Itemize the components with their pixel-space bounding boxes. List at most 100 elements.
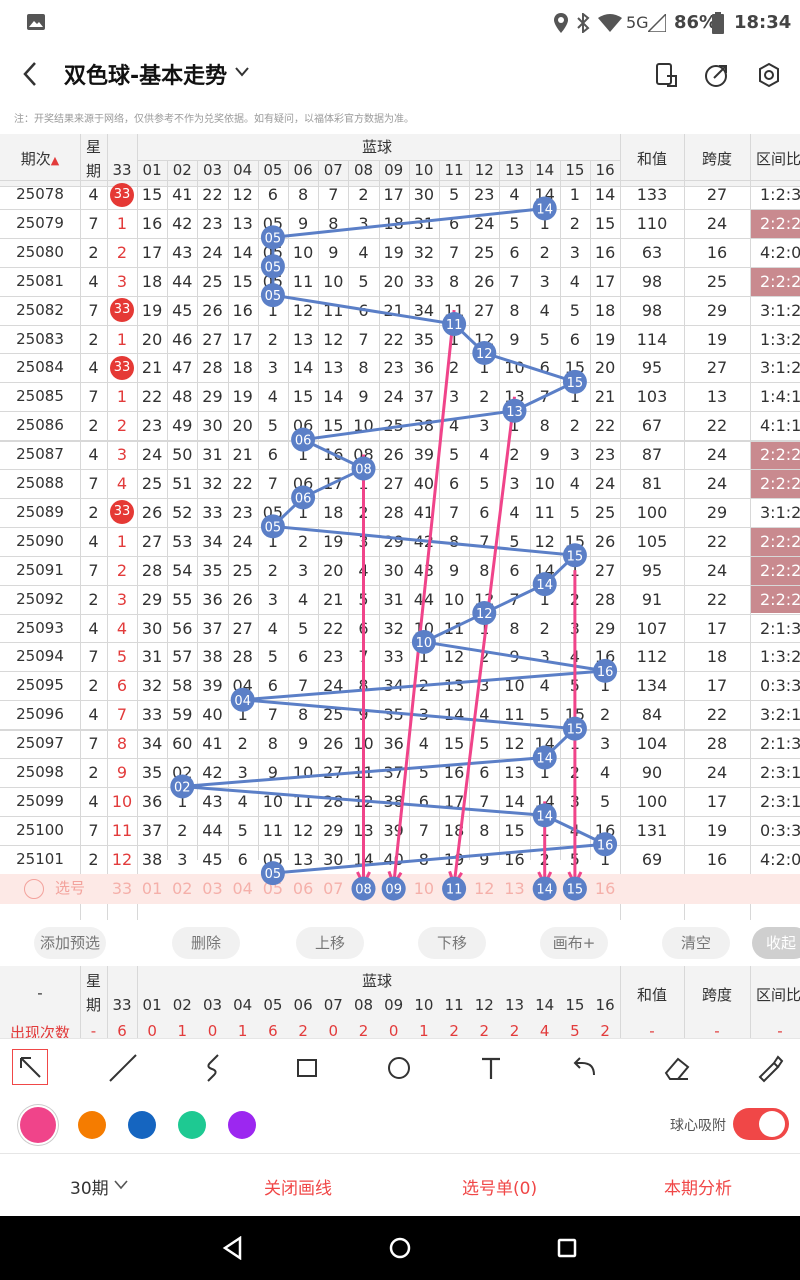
sum-cell: 133 [636, 185, 668, 204]
number-cell: 25 [323, 705, 344, 725]
action-button[interactable]: 收起 [752, 927, 800, 959]
color-swatch[interactable] [20, 1107, 56, 1143]
action-button[interactable]: 上移 [296, 927, 364, 959]
blue-ball-number: 05 [265, 520, 282, 535]
curve-tool-icon[interactable] [198, 1051, 232, 1085]
selected-ball[interactable] [562, 876, 587, 901]
selected-ball[interactable] [381, 876, 406, 901]
number-cell: 15 [232, 271, 253, 291]
nav-home-icon[interactable] [388, 1236, 412, 1260]
select-cell[interactable]: 12 [474, 878, 495, 898]
summary-divider [684, 966, 685, 1038]
selected-ball[interactable] [442, 876, 467, 901]
period-header[interactable]: 期次▲ [20, 150, 60, 168]
nav-recents-icon[interactable] [556, 1237, 578, 1259]
week-cell: 4 [88, 358, 99, 378]
select-cell[interactable]: 04 [232, 878, 253, 898]
select-radio[interactable] [24, 878, 44, 899]
week-cell: 2 [88, 416, 99, 436]
number-cell: 4 [116, 474, 128, 493]
undo-icon[interactable] [568, 1051, 602, 1085]
week-cell: 7 [88, 647, 99, 667]
trend-table[interactable]: 期次▲ 星 期 蓝球 和值 跨度 区间比 33 01 02 03 04 05 06 07 08 0… [0, 134, 800, 920]
period-select[interactable]: 30期 [70, 1179, 109, 1199]
red-ball: 33 [110, 500, 134, 525]
blue-ball-number: 14 [536, 202, 553, 217]
color-swatch[interactable] [178, 1111, 206, 1139]
select-cell[interactable]: 03 [202, 878, 223, 898]
action-button[interactable]: 清空 [662, 927, 730, 959]
select-cell[interactable]: 01 [141, 878, 163, 898]
nav-back-icon[interactable] [222, 1236, 244, 1260]
share-icon[interactable] [704, 62, 730, 88]
number-cell: 10 [534, 474, 555, 493]
number-cell: 9 [267, 763, 278, 782]
ratio-cell: 2:3:1 [760, 791, 800, 811]
back-arrow-icon[interactable] [20, 60, 40, 88]
select-cell[interactable]: 07 [323, 878, 344, 898]
color-swatch[interactable] [228, 1111, 256, 1139]
selection-list-button[interactable]: 选号单(0) [462, 1179, 538, 1199]
number-cell: 7 [449, 242, 460, 262]
number-cell: 10 [111, 791, 133, 811]
select-cell[interactable]: 10 [413, 878, 435, 898]
action-button[interactable]: 下移 [418, 927, 486, 959]
selected-ball[interactable] [532, 876, 557, 901]
eraser-icon[interactable] [660, 1051, 694, 1085]
select-cell[interactable]: 16 [594, 878, 616, 898]
clear-brush-icon[interactable] [752, 1051, 786, 1085]
number-cell: 6 [418, 791, 429, 811]
number-cell: 20 [323, 560, 344, 580]
page-title[interactable]: 双色球-基本走势 [64, 64, 228, 89]
screenshot-icon[interactable] [654, 62, 678, 88]
number-cell: 20 [141, 329, 163, 349]
blue-ball-header: 蓝球 [361, 138, 392, 156]
snap-toggle[interactable] [733, 1108, 789, 1140]
blue-ball-number: 16 [597, 838, 614, 853]
chevron-down-icon[interactable] [234, 66, 250, 78]
number-cell: 18 [594, 300, 616, 320]
number-cell: 21 [141, 358, 163, 378]
column-header: 15 [565, 161, 585, 179]
column-header: 14 [535, 161, 555, 179]
circle-tool-icon[interactable] [382, 1051, 416, 1085]
text-tool-icon[interactable] [474, 1051, 508, 1085]
number-cell: 4 [509, 185, 520, 204]
select-cell[interactable]: 06 [292, 878, 314, 898]
number-cell: 16 [594, 242, 616, 262]
action-button[interactable]: 画布+ [540, 927, 608, 959]
week-cell: 2 [88, 242, 99, 262]
ratio-cell: 4:2:0 [760, 849, 800, 869]
arrow-shaft [452, 396, 516, 885]
number-cell: 3 [116, 589, 128, 609]
drawing-overlay[interactable]: 1405050511121513060806051514121016041514… [0, 134, 800, 920]
select-cell[interactable]: 02 [172, 878, 193, 898]
close-drawing-button[interactable]: 关闭画线 [264, 1179, 332, 1199]
select-cell[interactable]: 33 [111, 878, 133, 898]
drawn-arrow[interactable] [387, 309, 456, 889]
action-button[interactable]: 添加预选 [34, 927, 106, 959]
number-cell: 36 [383, 734, 404, 754]
number-cell: 1 [569, 387, 580, 407]
color-swatch[interactable] [128, 1111, 156, 1139]
action-button[interactable]: 删除 [172, 927, 240, 959]
number-cell: 34 [202, 531, 223, 551]
blue-ball-number: 14 [536, 578, 553, 593]
number-cell: 14 [232, 242, 253, 262]
color-swatch[interactable] [78, 1111, 106, 1139]
summary-column-header: 09 [384, 996, 404, 1014]
line-tool-icon[interactable] [106, 1051, 140, 1085]
settings-icon[interactable] [756, 62, 782, 88]
blue-ball [562, 543, 587, 568]
rectangle-tool-icon[interactable] [290, 1051, 324, 1085]
number-cell: 2 [539, 242, 550, 262]
drawn-arrow[interactable] [356, 454, 371, 889]
sum-cell: 67 [641, 416, 663, 436]
number-cell: 1 [267, 300, 278, 320]
select-tool-button[interactable] [12, 1049, 48, 1085]
number-cell: 35 [141, 763, 163, 782]
span-cell: 17 [706, 618, 728, 638]
selected-ball[interactable] [351, 876, 376, 901]
select-cell[interactable]: 13 [504, 878, 525, 898]
period-analysis-button[interactable]: 本期分析 [664, 1179, 732, 1199]
